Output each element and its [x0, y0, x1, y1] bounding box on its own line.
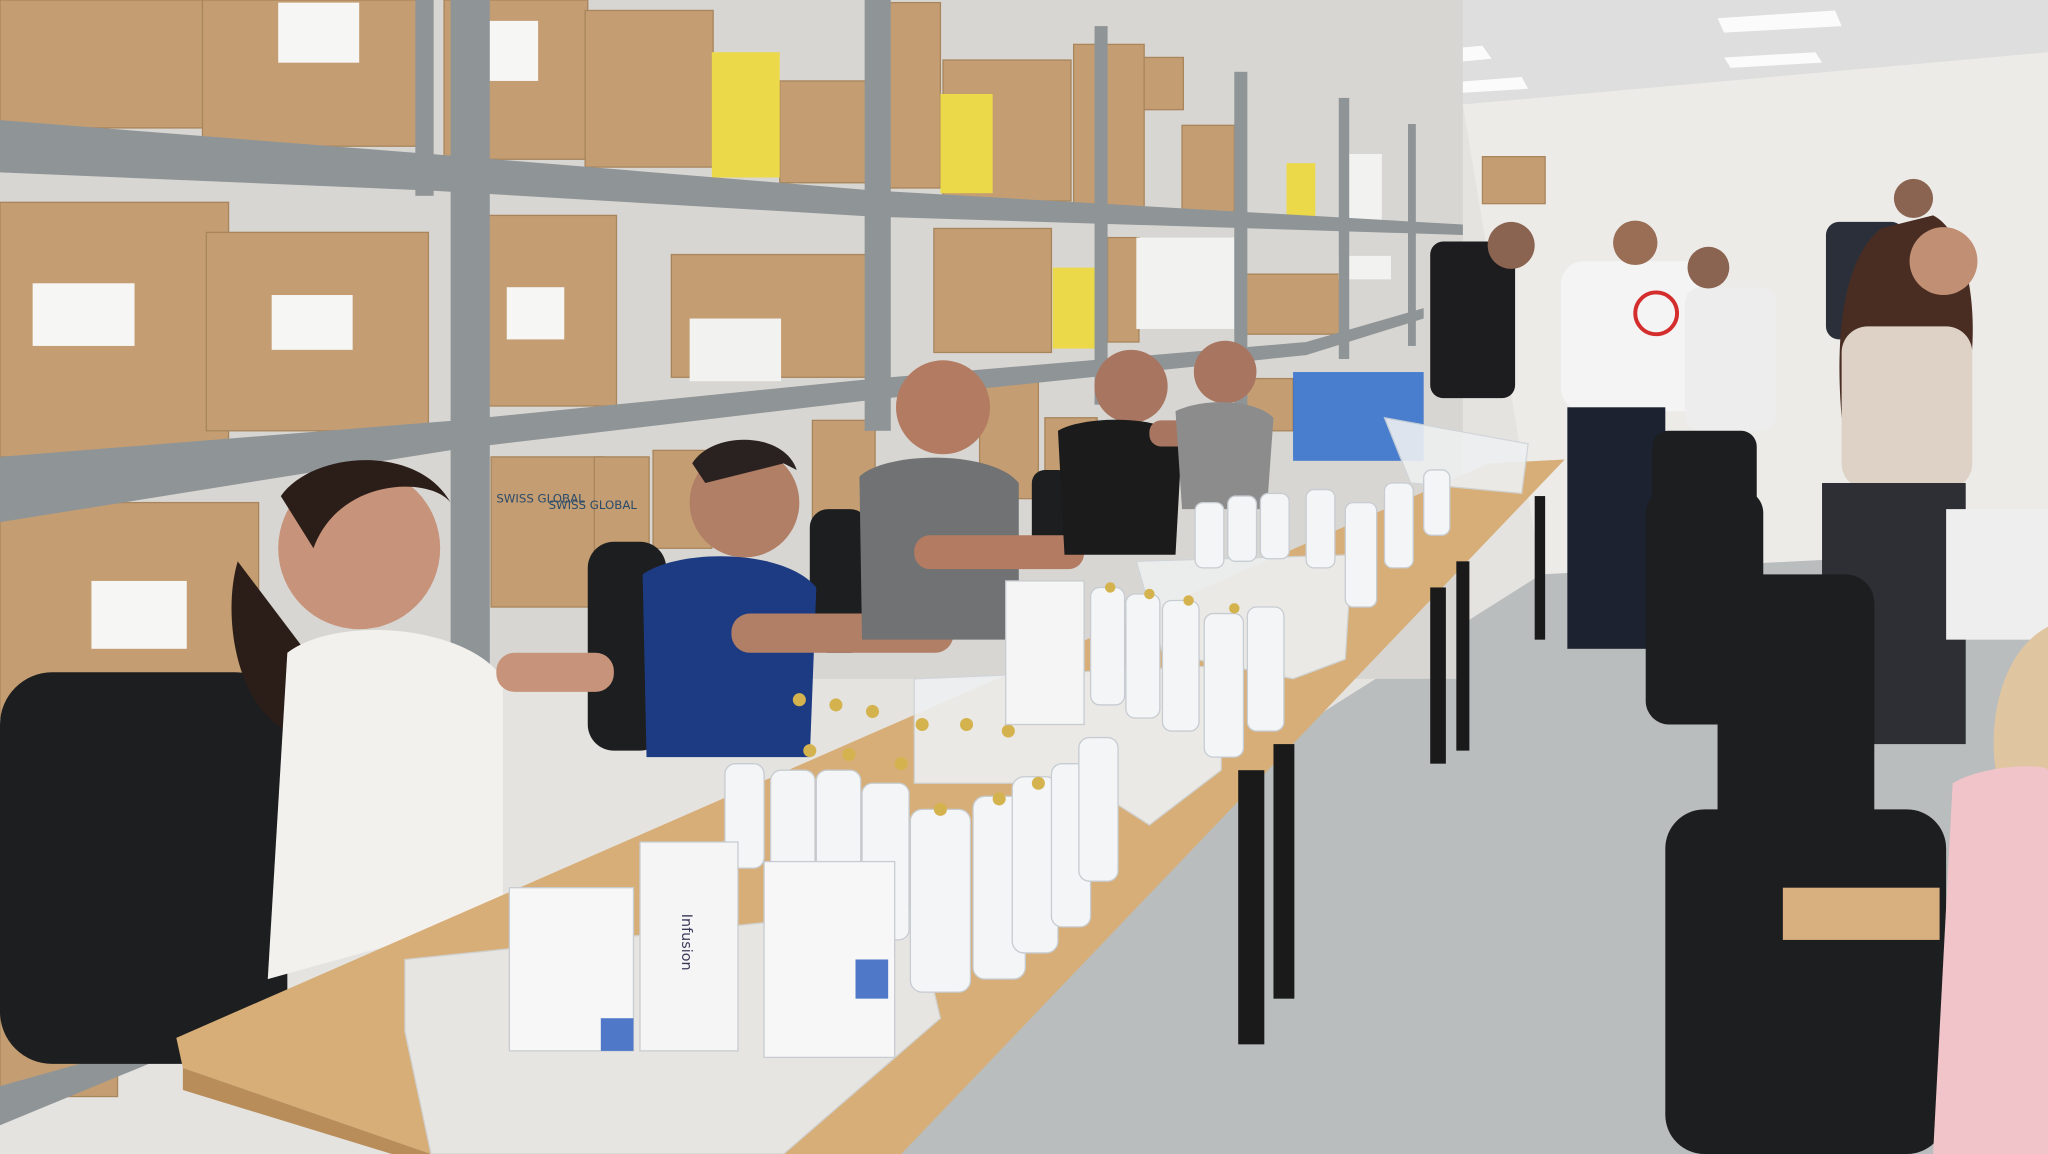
infusion-bags: Infusion — [508, 580, 1085, 1059]
bag-label: Infusion — [678, 914, 694, 971]
box-label: SWISS GLOBAL — [496, 492, 585, 506]
side-desk — [1782, 887, 1940, 940]
office-chairs — [0, 430, 1947, 1154]
people-seated — [231, 340, 2048, 1154]
box-label: SWISS GLOBAL — [549, 498, 638, 512]
storage-shelves: SWISS GLOBAL SWISS GLOBAL — [0, 0, 1546, 1126]
bottle-caps — [792, 582, 1240, 816]
white-table-right — [1946, 509, 2048, 640]
